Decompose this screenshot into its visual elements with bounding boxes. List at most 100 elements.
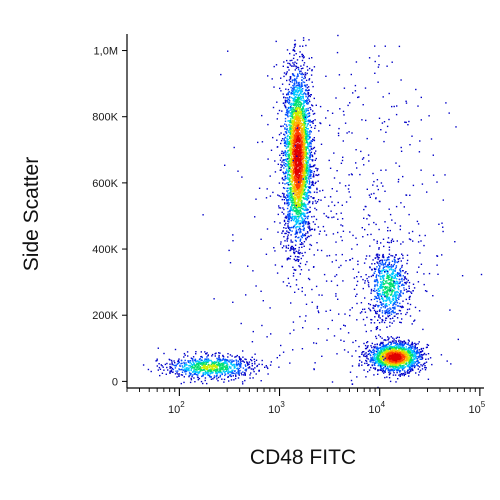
event-point — [314, 182, 316, 185]
event-point — [288, 130, 290, 132]
event-point — [309, 156, 311, 158]
events-layer — [142, 34, 483, 389]
event-point — [294, 137, 296, 139]
event-point — [297, 195, 299, 197]
event-point — [295, 102, 297, 105]
event-point — [313, 66, 316, 68]
event-point — [309, 136, 311, 138]
event-point — [304, 217, 307, 220]
event-point — [284, 224, 286, 226]
event-point — [372, 359, 375, 362]
event-point — [410, 349, 413, 351]
event-point — [287, 234, 289, 236]
event-point — [304, 206, 306, 208]
event-point — [384, 303, 386, 305]
event-point — [300, 125, 303, 127]
event-point — [293, 104, 295, 107]
event-point — [292, 91, 295, 93]
event-point — [286, 79, 288, 82]
event-point — [300, 156, 303, 158]
event-point — [293, 329, 295, 331]
event-point — [414, 365, 416, 367]
event-point — [301, 142, 303, 144]
event-point — [378, 347, 381, 349]
event-point — [307, 109, 310, 112]
event-point — [294, 211, 297, 213]
event-point — [314, 127, 316, 129]
event-point — [309, 145, 311, 148]
event-point — [375, 357, 377, 359]
event-point — [301, 140, 304, 142]
event-point — [403, 360, 406, 362]
event-point — [290, 198, 292, 200]
event-point — [379, 352, 381, 355]
event-point — [295, 149, 297, 152]
event-point — [286, 100, 289, 102]
event-point — [288, 124, 290, 126]
event-point — [414, 352, 416, 354]
event-point — [395, 292, 397, 294]
event-point — [312, 147, 315, 150]
event-point — [402, 355, 404, 357]
event-point — [286, 178, 289, 180]
event-point — [293, 166, 296, 168]
event-point — [286, 200, 288, 202]
event-point — [290, 65, 293, 67]
event-point — [295, 190, 297, 193]
event-point — [299, 145, 302, 147]
event-point — [377, 357, 380, 359]
event-point — [294, 175, 296, 178]
event-point — [295, 222, 298, 224]
event-point — [293, 168, 295, 170]
event-point — [284, 202, 286, 204]
event-point — [304, 109, 306, 111]
event-point — [395, 348, 397, 350]
event-point — [407, 350, 409, 352]
event-point — [303, 133, 306, 135]
event-point — [402, 369, 404, 371]
event-point — [299, 159, 302, 161]
event-point — [311, 69, 313, 72]
event-point — [372, 351, 374, 354]
event-point — [294, 86, 297, 88]
event-point — [297, 124, 299, 126]
event-point — [302, 103, 304, 105]
event-point — [403, 354, 405, 356]
event-point — [385, 277, 388, 279]
event-point — [371, 364, 374, 367]
event-point — [369, 359, 371, 361]
event-point — [384, 371, 386, 373]
event-point — [296, 128, 299, 131]
event-point — [306, 165, 308, 167]
event-point — [411, 369, 413, 371]
event-point — [297, 116, 300, 119]
event-point — [290, 137, 293, 140]
event-point — [401, 367, 403, 369]
event-point — [367, 345, 369, 347]
event-point — [286, 199, 288, 201]
event-point — [375, 312, 377, 315]
event-point — [286, 71, 288, 73]
event-point — [283, 220, 286, 223]
event-point — [284, 136, 287, 139]
event-point — [399, 270, 402, 272]
event-point — [292, 172, 295, 174]
event-point — [296, 104, 299, 106]
event-point — [303, 77, 305, 80]
event-point — [298, 170, 301, 173]
event-point — [392, 273, 395, 275]
event-point — [384, 310, 386, 312]
event-point — [287, 88, 290, 91]
event-point — [292, 136, 295, 138]
event-point — [410, 357, 412, 359]
event-point — [408, 368, 411, 370]
event-point — [295, 113, 297, 116]
event-point — [308, 156, 310, 159]
event-point — [385, 291, 387, 293]
event-point — [301, 108, 303, 111]
event-point — [412, 360, 414, 362]
event-point — [301, 132, 304, 135]
event-point — [298, 179, 300, 181]
event-point — [305, 152, 307, 154]
event-point — [400, 295, 402, 297]
